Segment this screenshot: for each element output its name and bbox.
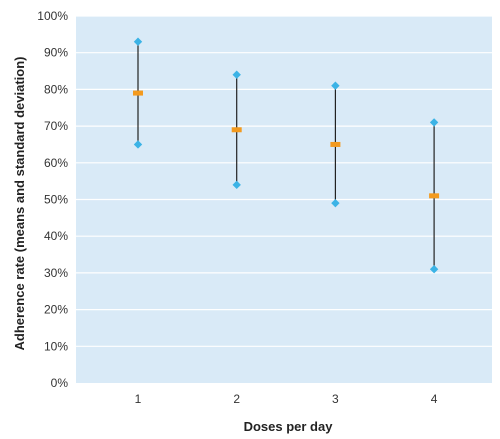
y-tick-label: 50% [44,193,68,207]
lower-marker [429,265,439,274]
y-tick-label: 70% [44,119,68,133]
y-tick-label: 60% [44,156,68,170]
y-tick-label: 90% [44,46,68,60]
x-axis-label: Doses per day [244,419,334,434]
x-tick-label: 1 [135,392,142,406]
x-tick-label: 3 [332,392,339,406]
y-tick-labels: 0% 10% 20% 30% 40% 50% 60% 70% 80% 90% 100% [37,9,68,390]
mean-marker [429,193,440,199]
lower-marker [133,140,143,149]
x-tick-label: 2 [233,392,240,406]
mean-marker [330,141,341,147]
y-axis-label: Adherence rate (means and standard devia… [12,56,27,350]
x-tick-label: 4 [431,392,438,406]
y-tick-label: 40% [44,229,68,243]
y-tick-label: 80% [44,82,68,96]
upper-marker [331,81,340,90]
y-tick-label: 30% [44,266,68,280]
mean-marker [133,90,143,96]
grid-lines [76,15,492,347]
upper-marker [429,118,439,127]
y-tick-label: 100% [37,9,68,23]
y-tick-label: 0% [51,376,69,390]
mean-marker [231,127,242,133]
y-tick-label: 20% [44,303,68,317]
data-series [133,37,440,274]
upper-marker [133,37,143,46]
upper-marker [232,70,241,79]
lower-marker [331,198,340,208]
x-tick-labels: 1 2 3 4 [135,392,438,406]
y-tick-label: 10% [44,339,68,353]
lower-marker [232,180,241,190]
